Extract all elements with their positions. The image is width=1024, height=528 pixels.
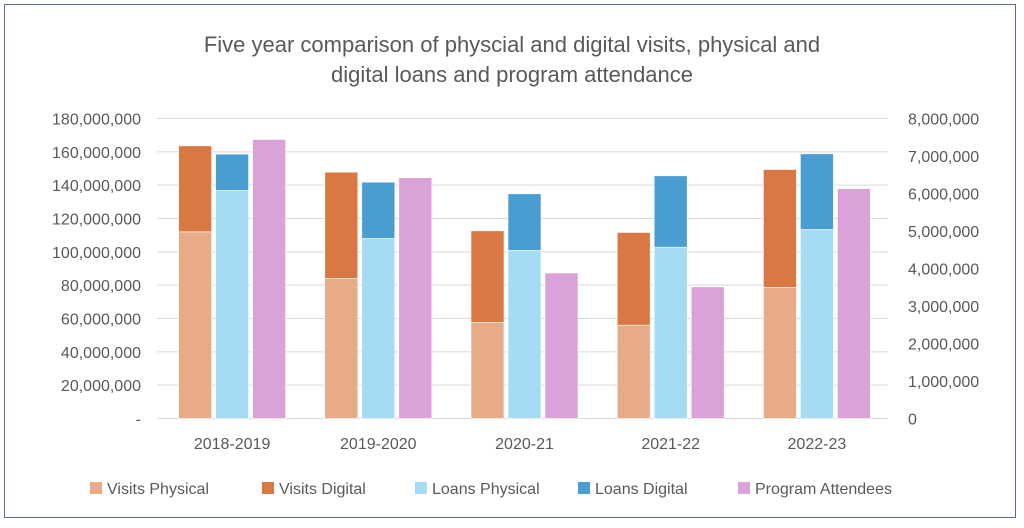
legend-swatch (90, 482, 102, 494)
x-tick-label: 2021-22 (641, 436, 700, 453)
bar-visits-digital (616, 232, 651, 326)
x-tick-label: 2019-2020 (340, 436, 417, 453)
y-tick-label: 160,000,000 (52, 145, 141, 162)
bar-visits-physical (470, 322, 505, 419)
y2-tick-label: 2,000,000 (908, 337, 979, 354)
chart-title-line-2: digital loans and program attendance (331, 62, 693, 87)
bar-visits-digital (763, 169, 797, 288)
y2-tick-label: 7,000,000 (908, 149, 979, 166)
bar-loans-digital (361, 181, 396, 239)
bar-loans-physical (361, 238, 396, 419)
y2-tick-label: 8,000,000 (908, 112, 979, 129)
legend-swatch (578, 482, 590, 494)
bar-loans-physical (215, 190, 249, 419)
y-tick-label: 40,000,000 (61, 345, 141, 362)
bar-program-attendees (690, 286, 725, 419)
bar-loans-digital (215, 153, 249, 191)
legend-swatch (415, 482, 427, 494)
bar-visits-digital (324, 171, 359, 279)
legend-label: Loans Physical (432, 481, 540, 498)
bar-visits-physical (763, 287, 797, 419)
bar-visits-physical (616, 324, 651, 419)
legend-swatch (738, 482, 750, 494)
bar-program-attendees (252, 139, 286, 419)
legend-label: Visits Physical (107, 481, 209, 498)
y-tick-label: 100,000,000 (52, 245, 141, 262)
x-tick-label: 2022-23 (788, 436, 847, 453)
y-tick-label: 120,000,000 (52, 212, 141, 229)
bar-loans-physical (800, 229, 834, 419)
bar-loans-physical (507, 250, 542, 419)
bar-program-attendees (544, 272, 579, 419)
y-tick-label: 80,000,000 (61, 278, 141, 295)
bar-visits-physical (178, 231, 212, 419)
y-tick-label: 140,000,000 (52, 178, 141, 195)
legend-label: Loans Digital (595, 481, 688, 498)
chart-frame (4, 4, 1016, 518)
chart-title-line-1: Five year comparison of physcial and dig… (204, 32, 820, 57)
bar-program-attendees (398, 177, 433, 419)
y2-tick-label: 3,000,000 (908, 299, 979, 316)
bar-visits-digital (178, 145, 212, 233)
bar-visits-digital (470, 230, 505, 323)
bar-loans-digital (653, 175, 688, 248)
bar-loans-physical (653, 246, 688, 419)
bar-visits-physical (324, 278, 359, 419)
y-tick-label: - (136, 412, 141, 429)
y2-tick-label: 5,000,000 (908, 224, 979, 241)
legend-swatch (262, 482, 274, 494)
legend-label: Visits Digital (279, 481, 366, 498)
bar-loans-digital (800, 153, 834, 230)
legend-label: Program Attendees (755, 481, 892, 498)
bar-loans-digital (507, 193, 542, 251)
y2-tick-label: 6,000,000 (908, 187, 979, 204)
y-tick-label: 180,000,000 (52, 112, 141, 129)
y-tick-label: 60,000,000 (61, 312, 141, 329)
y2-tick-label: 0 (908, 412, 917, 429)
bar-program-attendees (837, 188, 871, 419)
x-tick-label: 2018-2019 (194, 436, 271, 453)
y2-tick-label: 4,000,000 (908, 262, 979, 279)
y2-tick-label: 1,000,000 (908, 374, 979, 391)
x-tick-label: 2020-21 (495, 436, 554, 453)
y-tick-label: 20,000,000 (61, 378, 141, 395)
